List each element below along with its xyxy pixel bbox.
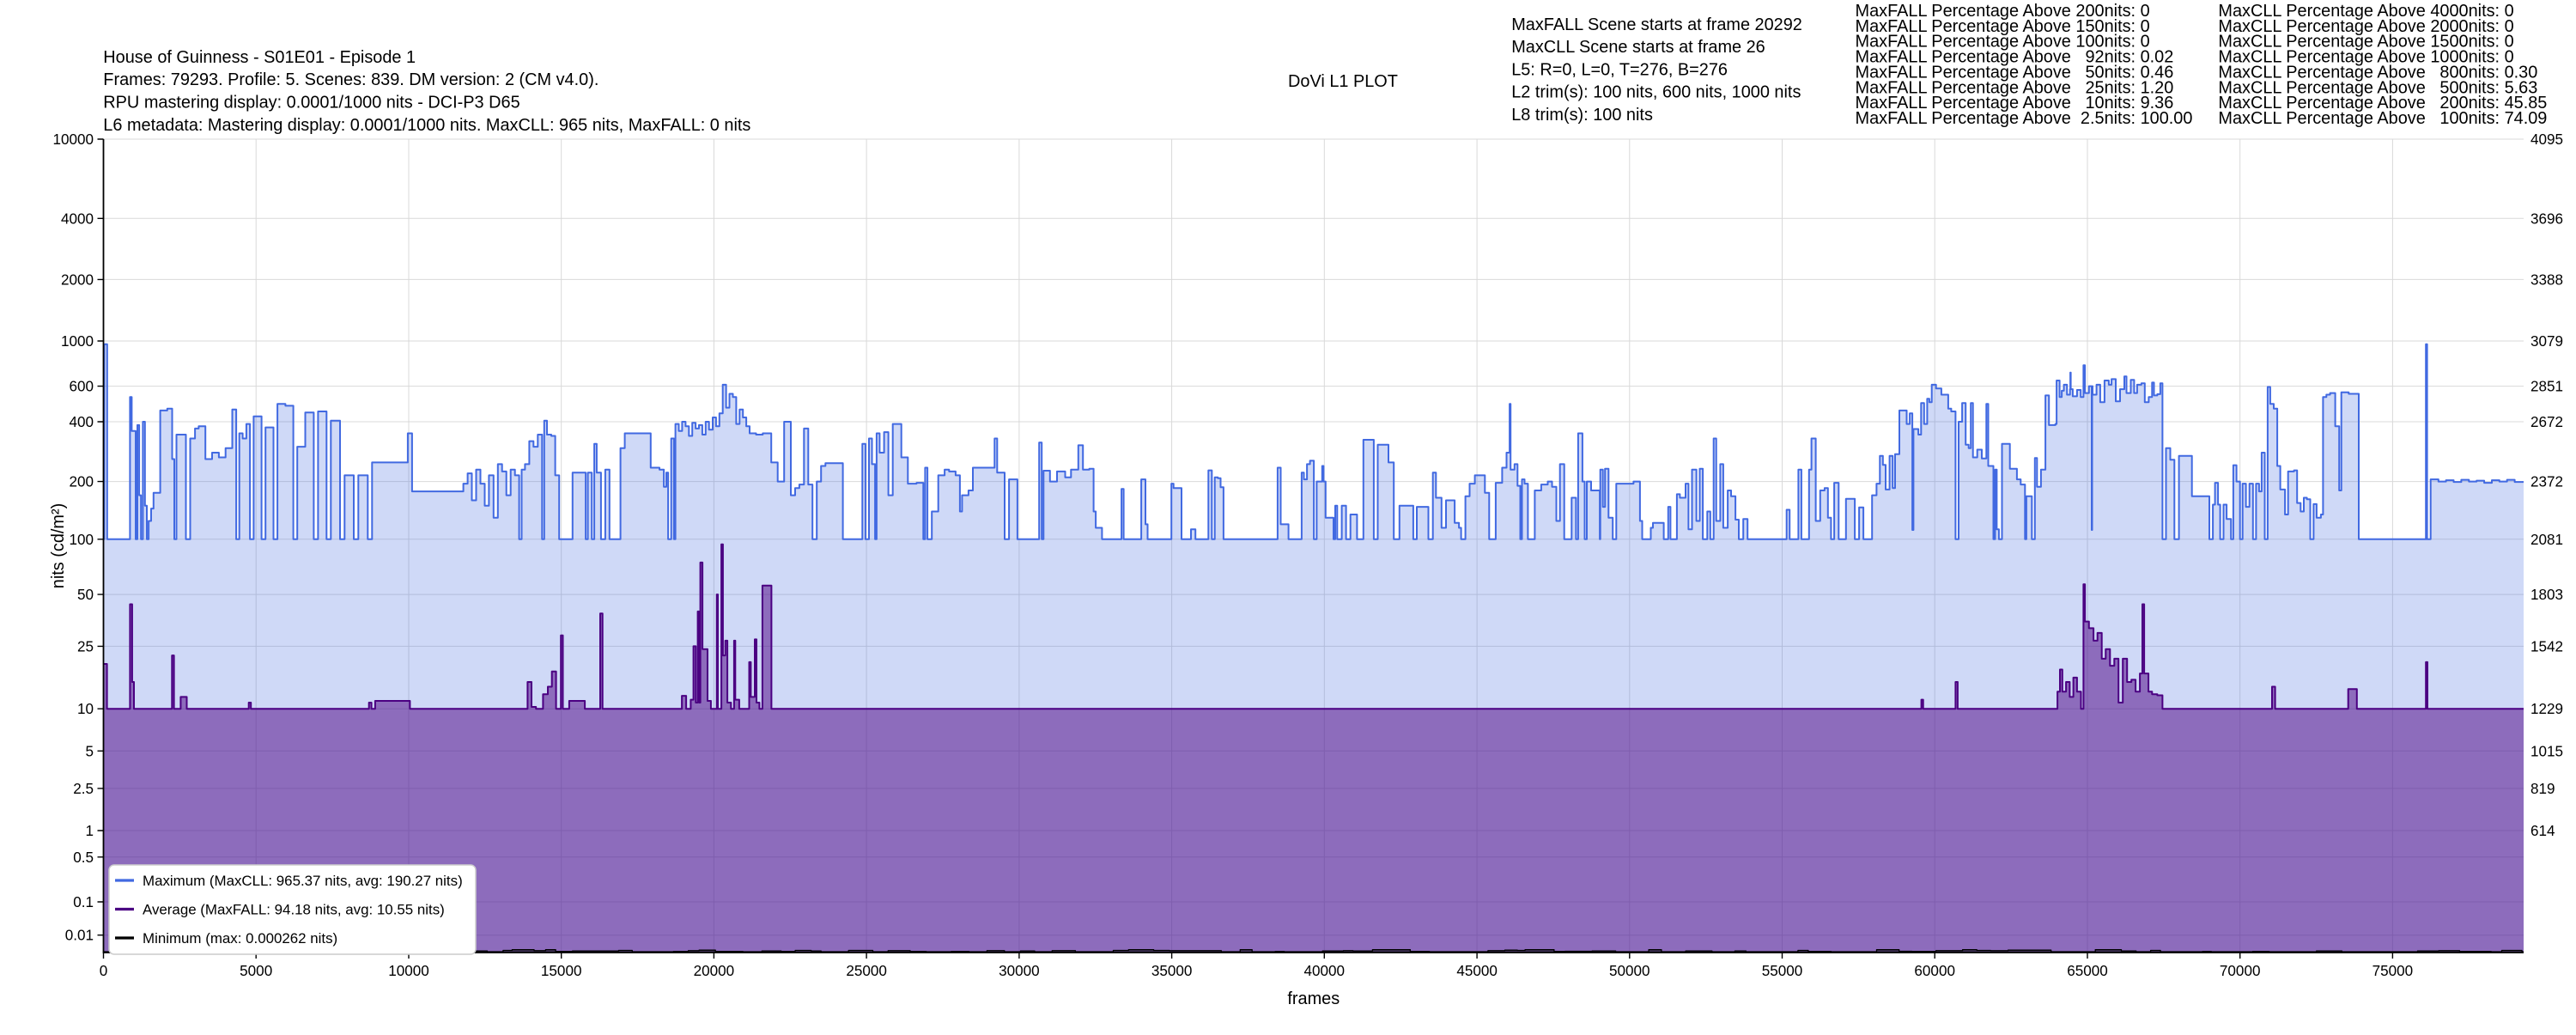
svg-text:MaxCLL Percentage Above 800n: MaxCLL Percentage Above 800nits: 0.30 bbox=[2218, 63, 2537, 82]
svg-text:50: 50 bbox=[77, 587, 94, 603]
svg-text:1000: 1000 bbox=[61, 333, 94, 350]
svg-text:10: 10 bbox=[77, 701, 94, 717]
svg-text:60000: 60000 bbox=[1914, 963, 1955, 979]
svg-text:L5: R=0, L=0, T=276, B=276: L5: R=0, L=0, T=276, B=276 bbox=[1511, 60, 1728, 79]
svg-text:2081: 2081 bbox=[2530, 532, 2563, 548]
svg-text:0: 0 bbox=[100, 963, 108, 979]
svg-text:MaxFALL Percentage Above 92n: MaxFALL Percentage Above 92nits: 0.02 bbox=[1856, 48, 2174, 67]
svg-text:MaxFALL Percentage Above 50n: MaxFALL Percentage Above 50nits: 0.46 bbox=[1856, 63, 2174, 82]
svg-text:5000: 5000 bbox=[240, 963, 272, 979]
svg-text:25000: 25000 bbox=[846, 963, 887, 979]
svg-text:70000: 70000 bbox=[2220, 963, 2261, 979]
svg-text:MaxCLL Percentage Above 1500ni: MaxCLL Percentage Above 1500nits: 0 bbox=[2218, 33, 2513, 52]
svg-text:3388: 3388 bbox=[2530, 271, 2563, 288]
svg-text:45000: 45000 bbox=[1456, 963, 1498, 979]
svg-text:65000: 65000 bbox=[2067, 963, 2108, 979]
svg-text:2000: 2000 bbox=[61, 271, 94, 288]
svg-text:1015: 1015 bbox=[2530, 743, 2563, 759]
svg-text:nits (cd/m²): nits (cd/m²) bbox=[49, 503, 68, 588]
svg-text:L6 metadata: Mastering display: L6 metadata: Mastering display: 0.0001/1… bbox=[103, 116, 750, 135]
svg-text:100: 100 bbox=[69, 532, 94, 548]
svg-text:2851: 2851 bbox=[2530, 379, 2563, 395]
svg-text:Minimum (max: 0.000262 nits): Minimum (max: 0.000262 nits) bbox=[143, 930, 337, 947]
svg-text:MaxFALL Percentage Above 200ni: MaxFALL Percentage Above 200nits: 0 bbox=[1856, 2, 2150, 21]
svg-text:DoVi L1 PLOT: DoVi L1 PLOT bbox=[1288, 72, 1398, 91]
svg-text:0.1: 0.1 bbox=[73, 894, 94, 910]
svg-text:25: 25 bbox=[77, 638, 94, 654]
svg-text:MaxCLL Percentage Above 2000ni: MaxCLL Percentage Above 2000nits: 0 bbox=[2218, 17, 2513, 36]
svg-text:55000: 55000 bbox=[1762, 963, 1803, 979]
svg-text:L8 trim(s): 100 nits: L8 trim(s): 100 nits bbox=[1511, 106, 1653, 125]
svg-text:MaxCLL Percentage Above 1000ni: MaxCLL Percentage Above 1000nits: 0 bbox=[2218, 48, 2513, 67]
svg-text:30000: 30000 bbox=[999, 963, 1040, 979]
svg-text:MaxCLL Percentage Above 100n: MaxCLL Percentage Above 100nits: 74.09 bbox=[2218, 109, 2547, 128]
svg-text:MaxFALL Percentage Above 10n: MaxFALL Percentage Above 10nits: 9.36 bbox=[1856, 94, 2174, 113]
svg-text:MaxCLL Scene starts at frame 2: MaxCLL Scene starts at frame 26 bbox=[1511, 38, 1765, 57]
svg-text:0.01: 0.01 bbox=[65, 928, 94, 944]
svg-text:0.5: 0.5 bbox=[73, 849, 94, 866]
svg-text:1229: 1229 bbox=[2530, 701, 2563, 717]
svg-text:10000: 10000 bbox=[52, 131, 94, 148]
svg-text:50000: 50000 bbox=[1609, 963, 1650, 979]
svg-text:MaxFALL Percentage Above 150ni: MaxFALL Percentage Above 150nits: 0 bbox=[1856, 17, 2150, 36]
svg-text:MaxCLL Percentage Above 200n: MaxCLL Percentage Above 200nits: 45.85 bbox=[2218, 94, 2547, 113]
svg-text:L2 trim(s): 100 nits, 600 nits: L2 trim(s): 100 nits, 600 nits, 1000 nit… bbox=[1511, 83, 1801, 102]
svg-text:15000: 15000 bbox=[541, 963, 582, 979]
svg-text:Average (MaxFALL: 94.18 nits,: Average (MaxFALL: 94.18 nits, avg: 10.55… bbox=[143, 902, 445, 918]
svg-text:MaxFALL Percentage Above 25n: MaxFALL Percentage Above 25nits: 1.20 bbox=[1856, 78, 2174, 97]
svg-text:40000: 40000 bbox=[1304, 963, 1346, 979]
svg-text:3696: 3696 bbox=[2530, 210, 2563, 227]
svg-text:MaxFALL Percentage Above 2.5n: MaxFALL Percentage Above 2.5nits: 100.00 bbox=[1856, 109, 2193, 128]
svg-text:3079: 3079 bbox=[2530, 333, 2563, 350]
svg-text:Maximum (MaxCLL: 965.37 nits,: Maximum (MaxCLL: 965.37 nits, avg: 190.2… bbox=[143, 873, 463, 889]
svg-text:5: 5 bbox=[85, 743, 94, 759]
svg-text:400: 400 bbox=[69, 414, 94, 430]
svg-text:1542: 1542 bbox=[2530, 638, 2563, 654]
svg-text:819: 819 bbox=[2530, 781, 2555, 797]
svg-text:RPU mastering display: 0.0001/: RPU mastering display: 0.0001/1000 nits … bbox=[103, 94, 519, 113]
svg-text:MaxFALL Scene starts at frame: MaxFALL Scene starts at frame 20292 bbox=[1511, 15, 1802, 34]
svg-text:House of Guinness - S01E01 - E: House of Guinness - S01E01 - Episode 1 bbox=[103, 48, 416, 67]
svg-text:Frames: 79293. Profile: 5. Sce: Frames: 79293. Profile: 5. Scenes: 839. … bbox=[103, 70, 598, 89]
svg-text:2672: 2672 bbox=[2530, 414, 2563, 430]
svg-text:600: 600 bbox=[69, 379, 94, 395]
svg-text:614: 614 bbox=[2530, 823, 2555, 839]
svg-text:1: 1 bbox=[85, 823, 94, 839]
svg-text:MaxCLL Percentage Above 500n: MaxCLL Percentage Above 500nits: 5.63 bbox=[2218, 78, 2537, 97]
svg-text:10000: 10000 bbox=[388, 963, 429, 979]
svg-text:75000: 75000 bbox=[2372, 963, 2414, 979]
svg-text:MaxCLL Percentage Above 4000ni: MaxCLL Percentage Above 4000nits: 0 bbox=[2218, 2, 2513, 21]
svg-text:4000: 4000 bbox=[61, 210, 94, 227]
svg-text:MaxFALL Percentage Above 100ni: MaxFALL Percentage Above 100nits: 0 bbox=[1856, 33, 2150, 52]
svg-text:1803: 1803 bbox=[2530, 587, 2563, 603]
svg-text:20000: 20000 bbox=[694, 963, 735, 979]
svg-text:4095: 4095 bbox=[2530, 131, 2563, 148]
svg-text:2372: 2372 bbox=[2530, 474, 2563, 490]
svg-text:200: 200 bbox=[69, 474, 94, 490]
svg-text:frames: frames bbox=[1287, 989, 1340, 1008]
svg-text:2.5: 2.5 bbox=[73, 781, 94, 797]
svg-text:35000: 35000 bbox=[1151, 963, 1193, 979]
